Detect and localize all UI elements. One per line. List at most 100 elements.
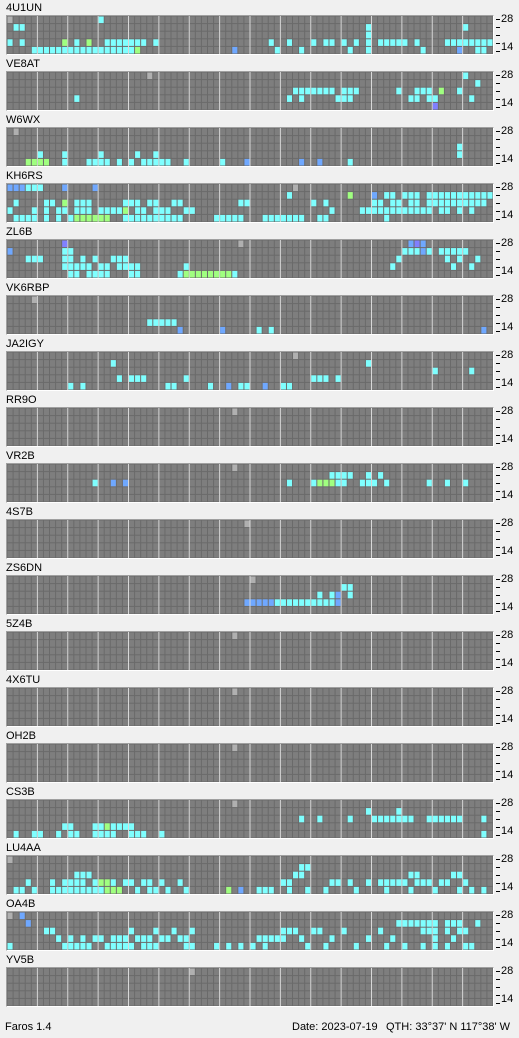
grid-cell — [426, 102, 432, 110]
grid-cell — [450, 438, 457, 446]
grid-cell — [268, 143, 274, 151]
grid-cell — [19, 576, 25, 584]
grid-cell — [226, 199, 232, 207]
grid-cell — [244, 136, 250, 143]
grid-cell — [68, 479, 74, 487]
grid-cell — [432, 248, 438, 255]
grid-cell — [226, 24, 232, 31]
grid-cell — [469, 472, 475, 479]
grid-cell — [201, 184, 207, 192]
grid-cell — [317, 102, 323, 110]
grid-cell — [37, 128, 43, 136]
grid-cell — [80, 367, 86, 375]
grid-cell — [341, 16, 347, 24]
grid-cell — [268, 479, 274, 487]
grid-cell — [469, 87, 475, 95]
grid-cell — [347, 543, 353, 550]
grid-cell — [244, 46, 250, 54]
grid-cell — [384, 584, 390, 591]
grid-cell — [268, 543, 274, 550]
grid-cell — [37, 472, 43, 479]
grid-cell — [450, 296, 457, 304]
grid-cell — [408, 494, 414, 502]
grid-cell — [305, 158, 311, 166]
grid-cell — [214, 520, 220, 528]
grid-cell — [487, 487, 493, 494]
grid-cell — [280, 24, 286, 31]
signal-cell — [25, 184, 31, 192]
grid-cell — [463, 360, 469, 367]
grid-cell — [50, 16, 56, 24]
grid-cell — [122, 520, 128, 528]
grid-cell — [165, 87, 171, 95]
grid-cell — [171, 375, 177, 382]
grid-cell — [359, 599, 365, 606]
grid-cell — [402, 591, 408, 599]
signal-cell — [220, 158, 226, 166]
grid-cell — [372, 550, 378, 558]
grid-cell — [135, 184, 141, 192]
grid-cell — [274, 311, 280, 319]
signal-cell — [286, 479, 293, 487]
grid-cell — [171, 263, 177, 270]
grid-cell — [317, 584, 323, 591]
grid-cell — [31, 39, 37, 46]
grid-cell — [341, 214, 347, 222]
grid-cell — [195, 416, 201, 423]
grid-cell — [372, 46, 378, 54]
grid-cell — [50, 270, 56, 278]
grid-cell — [274, 326, 280, 334]
grid-cell — [86, 326, 92, 334]
grid-cell — [141, 599, 147, 606]
grid-cell — [183, 95, 189, 102]
grid-cell — [177, 102, 183, 110]
grid-cell — [378, 520, 384, 528]
grid-cell — [372, 591, 378, 599]
grid-cell — [98, 550, 104, 558]
grid-cell — [220, 136, 226, 143]
grid-cell — [450, 207, 457, 214]
signal-cell — [31, 255, 37, 263]
grid-cell — [244, 367, 250, 375]
grid-cell — [293, 192, 299, 199]
grid-cell — [299, 255, 305, 263]
grid-cell — [353, 584, 359, 591]
grid-cell — [7, 423, 13, 431]
grid-cell — [43, 382, 50, 390]
band-label-top: 28 — [501, 517, 514, 529]
grid-cell — [335, 431, 341, 438]
grid-cell — [341, 136, 347, 143]
grid-cell — [104, 479, 110, 487]
signal-cell — [341, 472, 347, 479]
grid-cell — [122, 319, 128, 326]
grid-cell — [195, 143, 201, 151]
signal-cell — [98, 151, 104, 158]
signal-cell — [463, 39, 469, 46]
grid-cell — [129, 464, 135, 472]
grid-cell — [7, 24, 13, 31]
propagation-grid — [6, 351, 494, 391]
grid-cell — [365, 528, 372, 535]
grid-cell — [43, 464, 50, 472]
signal-cell — [116, 39, 122, 46]
signal-cell — [116, 158, 122, 166]
grid-cell — [487, 326, 493, 334]
grid-cell — [444, 72, 450, 80]
grid-cell — [104, 240, 110, 248]
grid-cell — [31, 31, 37, 39]
grid-cell — [463, 487, 469, 494]
grid-cell — [147, 360, 153, 367]
grid-cell — [7, 270, 13, 278]
grid-cell — [80, 184, 86, 192]
grid-cell — [390, 31, 396, 39]
grid-cell — [317, 464, 323, 472]
band-label-bottom: 14 — [501, 153, 514, 165]
grid-cell — [74, 367, 80, 375]
grid-cell — [153, 543, 159, 550]
grid-cell — [74, 158, 80, 166]
grid-cell — [432, 24, 438, 31]
grid-cell — [129, 143, 135, 151]
grid-cell — [256, 550, 262, 558]
grid-cell — [74, 102, 80, 110]
grid-cell — [98, 367, 104, 375]
